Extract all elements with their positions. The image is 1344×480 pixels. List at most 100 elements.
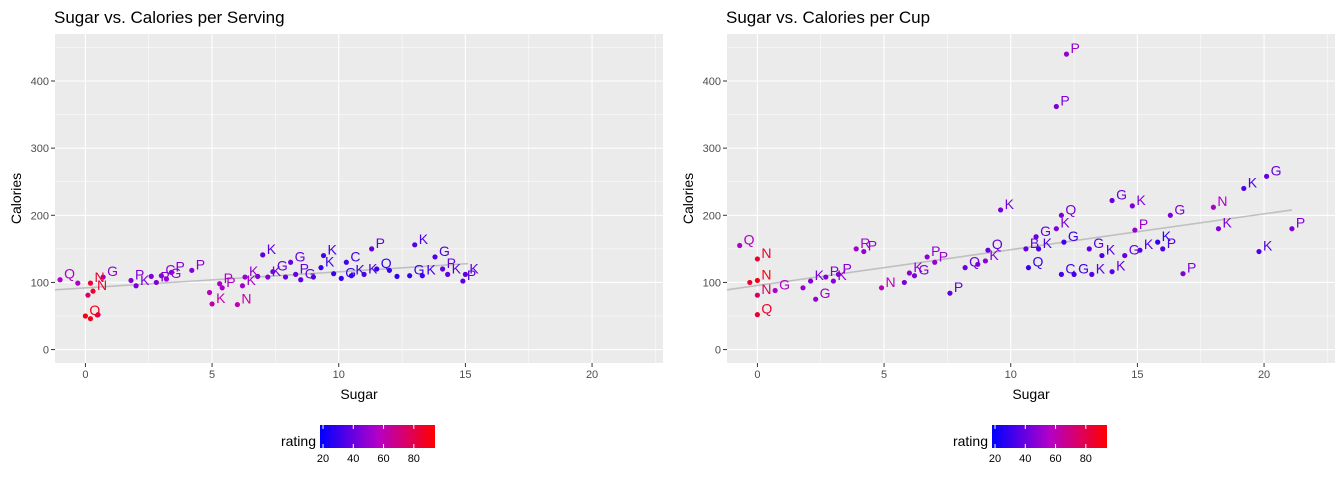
point-label: Q [992,236,1003,252]
point-label: G [1093,235,1104,251]
point-label: Q [381,255,392,271]
point-label: C [350,248,360,264]
data-point [1137,247,1143,253]
point-label: P [300,260,309,276]
y-tick-label: 100 [31,277,49,289]
point-label: K [1263,238,1273,254]
plot-background [727,34,1335,363]
data-point [460,278,466,284]
y-tick-label: 400 [703,76,721,88]
data-point [282,274,289,280]
data-point [823,274,829,280]
trend-line [726,209,1293,291]
point-label: P [830,263,839,279]
data-point [1210,204,1216,210]
point-label: K [1106,242,1116,258]
point-label: K [426,262,436,278]
data-point [407,273,413,279]
data-point [293,271,299,277]
point-label: K [267,241,277,257]
point-label: G [1078,260,1089,276]
data-point [737,242,743,249]
point-label: Q [969,254,980,270]
data-point [445,271,451,277]
data-point [1061,239,1067,245]
legend-break-label: 20 [989,453,1001,465]
data-point [209,301,215,307]
point-label: P [1167,235,1176,251]
data-point [1099,252,1105,259]
data-point [1129,203,1135,209]
point-label: N [1217,193,1227,209]
chart-panel-cup: Sugar vs. Calories per Cup 0 5 10 15 20 0 100 20… [672,0,1344,480]
point-label: P [1139,216,1148,232]
data-point [168,269,175,275]
x-tick-label: 0 [754,369,760,381]
data-point [853,246,859,252]
point-label: G [277,258,288,274]
data-point [1155,239,1161,245]
x-tick-label: 10 [1005,369,1017,381]
legend-break-label: 40 [1019,453,1031,465]
data-point [85,292,91,298]
point-label: K [1136,192,1146,208]
point-label: K [140,272,150,288]
data-point [1058,271,1064,277]
point-label: K [328,242,338,258]
data-point [1071,271,1077,277]
point-label: N [241,291,251,307]
point-label: Q [761,301,772,317]
y-tick-label: 0 [715,345,721,357]
data-point [338,275,344,281]
point-label: Q [89,302,100,318]
point-label: P [842,260,851,276]
point-label: G [107,263,118,279]
point-label: N [97,277,107,293]
data-point [412,242,418,248]
point-label: G [1129,242,1140,258]
data-point [1025,265,1032,271]
point-label: G [918,262,929,278]
x-tick-label: 20 [586,369,598,381]
point-label: P [931,243,940,259]
point-label: P [176,258,185,274]
data-point [361,271,367,277]
chart-title: Sugar vs. Calories per Serving [54,8,285,27]
point-label: K [1222,215,1232,231]
data-point [432,254,438,260]
data-point [901,279,907,286]
point-label: Q [1065,201,1076,217]
point-label: K [1116,258,1126,274]
y-axis-label: Calories [8,173,24,224]
point-label: G [439,243,450,259]
point-label: P [1070,40,1079,56]
legend-title: rating [281,433,316,449]
point-label: P [954,279,963,295]
data-point [1264,173,1270,179]
point-label: G [1040,223,1051,239]
point-label: P [376,235,385,251]
data-point [1086,246,1092,252]
data-point [163,276,170,282]
data-point [1058,212,1064,218]
point-label: K [1005,196,1015,212]
point-label: G [345,264,356,280]
legend-break-label: 60 [377,453,389,465]
point-label: G [414,262,425,278]
data-point [219,285,225,291]
legend-break-label: 20 [317,453,329,465]
point-label: Q [1032,254,1043,270]
point-label: B [1030,235,1039,251]
data-point [82,313,88,319]
point-label: Q [64,266,75,282]
data-point [998,207,1004,213]
point-label: P [1060,93,1069,109]
point-label: N [761,245,771,261]
point-label: N [94,269,104,285]
legend-break-label: 80 [1080,453,1092,465]
data-point [189,267,195,273]
data-point [754,256,760,262]
y-tick-label: 400 [31,76,49,88]
